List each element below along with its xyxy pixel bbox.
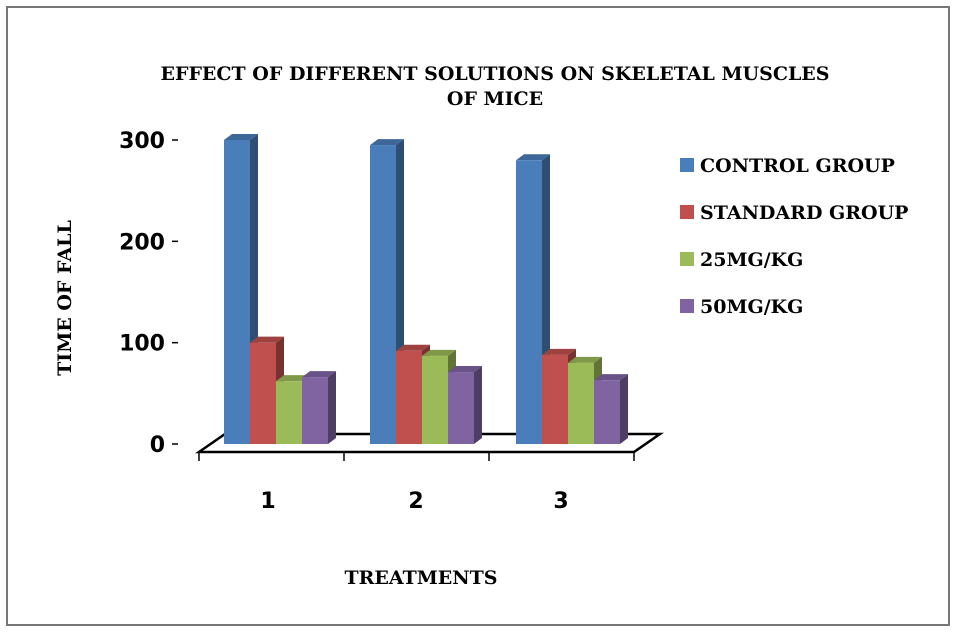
y-tick-label: 100 (119, 332, 165, 357)
bar-top (396, 344, 430, 351)
bar-front (422, 355, 448, 444)
bar-top (516, 154, 550, 161)
chart-title-line-2: OF MICE (447, 88, 543, 110)
bar-top (302, 371, 336, 378)
x-tick-label: 1 (260, 489, 275, 514)
y-axis-title: TIME OF FALL (54, 220, 76, 376)
legend: CONTROL GROUP STANDARD GROUP 25MG/KG 50MG/K… (680, 155, 908, 318)
y-tick-label: 0 (150, 433, 165, 458)
x-axis-ticks: 1 2 3 (198, 452, 635, 514)
bar-50mg-kg-2 (448, 366, 482, 444)
bar-50mg-kg-3 (594, 374, 628, 444)
bar-front (224, 140, 250, 444)
bar-top (250, 336, 284, 343)
legend-label: 25MG/KG (700, 249, 803, 271)
bar-side (620, 374, 628, 444)
bar-top (568, 356, 602, 363)
bar-50mg-kg-1 (302, 371, 336, 444)
bar-front (370, 145, 396, 445)
bar-top (448, 366, 482, 373)
x-axis-title: TREATMENTS (345, 567, 498, 589)
y-tick-label: 200 (119, 230, 165, 255)
bar-top (224, 134, 258, 140)
bar-side (474, 366, 482, 444)
chart-frame (6, 6, 950, 626)
bar-front (516, 160, 542, 444)
legend-swatch (680, 205, 694, 219)
bar-top (276, 375, 310, 382)
bar-front (542, 354, 568, 444)
legend-swatch (680, 252, 694, 266)
legend-label: 50MG/KG (700, 296, 803, 318)
y-axis-ticks: 0 100 200 300 (119, 129, 178, 458)
legend-swatch (680, 299, 694, 313)
legend-swatch (680, 158, 694, 172)
legend-label: STANDARD GROUP (700, 202, 908, 224)
bar-front (396, 350, 422, 444)
bar-top (370, 139, 404, 146)
x-tick-label: 2 (408, 489, 423, 514)
x-tick-label: 3 (553, 489, 568, 514)
bar-top (594, 374, 628, 381)
y-tick-label: 300 (119, 129, 165, 154)
legend-label: CONTROL GROUP (700, 155, 895, 177)
bar-front (594, 380, 620, 444)
bar-front (568, 362, 594, 444)
bar-top (542, 348, 576, 355)
bar-front (250, 342, 276, 444)
bar-side (328, 371, 336, 444)
chart-title-line-1: EFFECT OF DIFFERENT SOLUTIONS ON SKELETA… (160, 63, 829, 85)
bar-front (276, 381, 302, 444)
bar-front (448, 372, 474, 444)
bars-group (224, 134, 628, 445)
bar-front (302, 377, 328, 444)
bar-top (422, 349, 456, 356)
